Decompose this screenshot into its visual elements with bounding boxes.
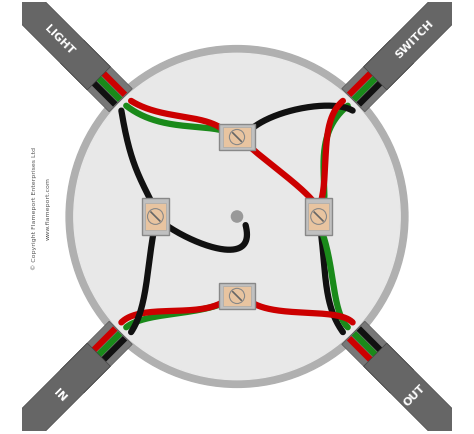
Polygon shape	[342, 322, 413, 393]
FancyBboxPatch shape	[223, 286, 251, 306]
Polygon shape	[342, 41, 413, 112]
Circle shape	[74, 54, 400, 380]
Circle shape	[231, 211, 243, 223]
FancyBboxPatch shape	[305, 199, 332, 235]
Circle shape	[229, 130, 245, 145]
Circle shape	[66, 46, 408, 388]
FancyBboxPatch shape	[219, 125, 255, 151]
Polygon shape	[364, 343, 465, 434]
FancyBboxPatch shape	[223, 128, 251, 148]
Circle shape	[310, 209, 327, 225]
Text: www.flameport.com: www.flameport.com	[46, 177, 51, 240]
Circle shape	[147, 209, 164, 225]
FancyBboxPatch shape	[145, 204, 166, 230]
Text: SWITCH: SWITCH	[393, 19, 436, 61]
Polygon shape	[61, 41, 132, 112]
Text: IN: IN	[51, 386, 68, 402]
Polygon shape	[61, 322, 132, 393]
Text: © Copyright Flameport Enterprises Ltd: © Copyright Flameport Enterprises Ltd	[32, 147, 37, 270]
Polygon shape	[9, 0, 110, 91]
FancyBboxPatch shape	[142, 199, 169, 235]
Text: OUT: OUT	[402, 381, 428, 407]
Text: LIGHT: LIGHT	[43, 23, 76, 56]
FancyBboxPatch shape	[308, 204, 329, 230]
Polygon shape	[364, 0, 465, 91]
FancyBboxPatch shape	[219, 283, 255, 309]
Circle shape	[229, 289, 245, 304]
Polygon shape	[9, 343, 110, 434]
